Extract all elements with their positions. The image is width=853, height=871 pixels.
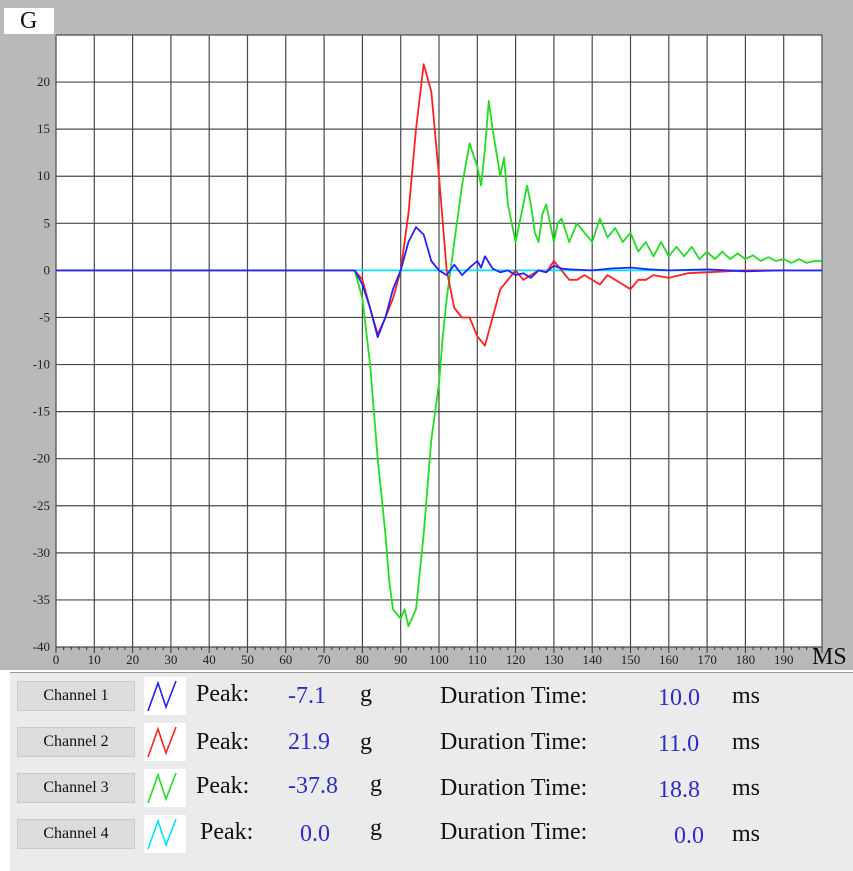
y-tick-label: -5 [39,309,50,324]
x-tick-label: 170 [697,652,717,667]
plot-frame: 0 10 20 30 40 50 60 70 80 90 100 110 120 130 140 150 160… [0,0,853,670]
x-tick-label: 140 [582,652,602,667]
series-line-channel-3 [56,100,822,628]
y-axis-unit-label: G [20,8,37,34]
duration-value: 10.0 [658,685,700,711]
y-tick-label: -30 [33,545,50,560]
x-tick-label: 20 [126,652,139,667]
channel-2-button[interactable]: Channel 2 [17,727,135,757]
channel-1-wave-icon [144,677,186,715]
duration-label: Duration Time: [440,819,588,845]
x-tick-label: 160 [659,652,679,667]
grid-lines [55,34,823,648]
y-tick-label: -25 [33,498,50,513]
channel-3-wave-icon [144,769,186,807]
y-tick-label: 20 [37,74,50,89]
duration-unit: ms [732,683,761,709]
channel-row-3: Channel 3 Peak: -37.8 g Duration Time: 1… [10,765,853,811]
x-tick-label: 110 [468,652,487,667]
x-tick-label: 190 [774,652,794,667]
x-tick-label: 30 [164,652,177,667]
x-axis-unit-label: MS [812,644,847,670]
y-tick-label: -40 [33,639,50,654]
peak-label: Peak: [196,729,250,755]
x-tick-label: 40 [203,652,216,667]
peak-value: 0.0 [300,821,330,847]
x-tick-label: 180 [736,652,756,667]
x-tick-label: 120 [506,652,526,667]
peak-unit: g [360,729,372,755]
peak-value: -7.1 [288,683,326,709]
x-tick-label: 60 [279,652,292,667]
peak-label: Peak: [196,681,250,707]
y-tick-label: -35 [33,592,50,607]
y-tick-label: -20 [33,451,50,466]
channel-row-2: Channel 2 Peak: 21.9 g Duration Time: 11… [10,719,853,765]
channel-3-button[interactable]: Channel 3 [17,773,135,803]
peak-label: Peak: [196,773,250,799]
peak-value: 21.9 [288,729,330,755]
duration-value: 0.0 [674,823,704,849]
x-tick-label: 90 [394,652,407,667]
y-tick-label: 5 [44,215,51,230]
x-tick-label: 10 [88,652,101,667]
y-axis-unit-box [4,8,54,34]
channel-2-wave-icon [144,723,186,761]
x-tick-label: 50 [241,652,254,667]
duration-unit: ms [732,729,761,755]
y-tick-label: 10 [37,168,50,183]
series-line-channel-1 [56,226,822,339]
duration-unit: ms [732,775,761,801]
tick-labels: 0 10 20 30 40 50 60 70 80 90 100 110 120 130 140 150 160… [33,74,823,667]
x-tick-label: 70 [318,652,331,667]
peak-value: -37.8 [288,773,338,799]
y-tick-label: -15 [33,404,50,419]
series-layer [56,63,822,628]
duration-label: Duration Time: [440,729,588,755]
channel-4-wave-icon [144,815,186,853]
channel-summary-panel: Channel 1 Peak: -7.1 g Duration Time: 10… [10,672,853,871]
channel-row-1: Channel 1 Peak: -7.1 g Duration Time: 10… [10,673,853,719]
duration-unit: ms [732,821,761,847]
duration-label: Duration Time: [440,775,588,801]
channel-row-4: Channel 4 Peak: 0.0 g Duration Time: 0.0… [10,811,853,857]
duration-value: 18.8 [658,777,700,803]
x-tick-label: 0 [53,652,60,667]
waveform-chart: 0 10 20 30 40 50 60 70 80 90 100 110 120 130 140 150 160… [4,8,847,670]
x-tick-label: 150 [621,652,641,667]
duration-value: 11.0 [658,731,700,757]
duration-label: Duration Time: [440,683,588,709]
series-line-channel-2 [56,63,822,347]
peak-unit: g [370,771,382,797]
peak-label: Peak: [200,819,254,845]
x-tick-label: 80 [356,652,369,667]
channel-1-button[interactable]: Channel 1 [17,681,135,711]
y-tick-label: 15 [37,121,50,136]
peak-unit: g [370,815,382,841]
y-tick-label: 0 [44,262,51,277]
x-tick-label: 130 [544,652,564,667]
x-tick-label: 100 [429,652,449,667]
channel-4-button[interactable]: Channel 4 [17,819,135,849]
y-tick-label: -10 [33,357,50,372]
peak-unit: g [360,681,372,707]
